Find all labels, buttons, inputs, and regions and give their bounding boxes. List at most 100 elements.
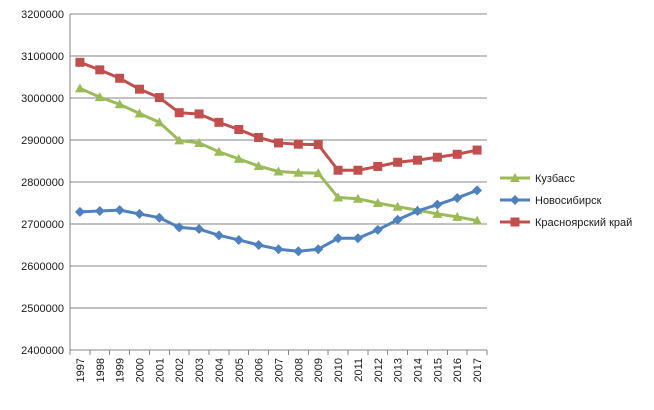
data-point (392, 201, 403, 211)
data-point (234, 125, 244, 134)
data-point (372, 198, 383, 207)
data-point (432, 199, 443, 210)
data-point (154, 93, 164, 103)
legend-item: Новосибирск (500, 195, 602, 207)
data-point (273, 166, 284, 176)
series-3 (75, 57, 482, 175)
y-tick-label: 3100000 (21, 51, 64, 63)
data-point (313, 244, 324, 255)
data-point (432, 152, 442, 162)
x-tick-label: 1998 (95, 358, 107, 382)
data-point (333, 192, 344, 202)
y-tick-label: 3200000 (21, 9, 64, 21)
data-point (254, 132, 264, 142)
y-tick-label: 2900000 (21, 135, 64, 147)
x-tick-label: 2004 (214, 358, 226, 382)
x-tick-label: 2010 (333, 358, 345, 382)
x-axis: 1997 1998 1999 2000 2001 2002 2003 2004 2005 2006… (69, 350, 488, 382)
data-point (372, 224, 383, 235)
y-tick-label: 2600000 (21, 261, 64, 273)
y-tick-label: 2800000 (21, 177, 64, 189)
x-tick-label: 2002 (174, 358, 186, 382)
data-point (293, 167, 304, 177)
x-tick-label: 2001 (154, 358, 166, 382)
data-point (353, 165, 363, 175)
data-point (194, 224, 205, 235)
data-point (134, 108, 145, 118)
legend-label: Красноярский край (535, 217, 632, 229)
data-point (75, 57, 85, 67)
data-point (273, 244, 284, 255)
data-point (313, 168, 324, 178)
data-point (393, 157, 403, 167)
data-point (333, 165, 343, 175)
data-point (392, 214, 403, 225)
y-axis: 2400000 2500000 2600000 2700000 2800000 29000… (21, 9, 71, 357)
data-point (94, 205, 105, 216)
x-tick-label: 2008 (293, 358, 305, 382)
data-point (472, 145, 482, 155)
data-point (135, 84, 144, 94)
data-point (233, 153, 244, 163)
y-tick-label: 3000000 (21, 93, 64, 105)
x-tick-label: 2009 (313, 358, 325, 382)
series-layer (74, 57, 483, 257)
data-point (94, 92, 105, 102)
data-point (413, 155, 422, 165)
x-tick-label: 2000 (135, 358, 147, 382)
legend-label: Кузбасс (535, 173, 575, 185)
legend-marker (510, 195, 520, 205)
data-point (472, 215, 483, 225)
x-tick-label: 2014 (413, 358, 425, 382)
data-point (233, 234, 244, 245)
data-point (194, 137, 205, 147)
data-point (114, 99, 125, 109)
data-point (333, 233, 344, 244)
data-point (293, 139, 303, 149)
y-tick-label: 2700000 (21, 219, 64, 231)
data-point (154, 117, 165, 127)
x-tick-label: 2005 (234, 358, 246, 382)
data-point (313, 140, 323, 150)
data-point (274, 138, 283, 148)
data-point (452, 211, 463, 221)
series-2 (74, 185, 483, 257)
data-point (253, 161, 264, 171)
data-point (432, 208, 443, 218)
x-tick-label: 2007 (274, 358, 286, 382)
data-point (174, 108, 184, 118)
x-tick-label: 2012 (373, 358, 385, 382)
x-tick-label: 1997 (75, 358, 87, 382)
x-tick-label: 2013 (393, 358, 405, 382)
data-point (352, 193, 363, 203)
legend-marker (510, 217, 520, 227)
data-point (74, 83, 85, 93)
y-tick-label: 2500000 (21, 303, 64, 315)
data-point (213, 230, 224, 241)
data-point (154, 212, 165, 223)
data-point (95, 65, 105, 75)
data-point (74, 206, 85, 217)
data-point (452, 149, 462, 159)
x-tick-label: 2015 (432, 358, 444, 382)
data-point (174, 135, 185, 145)
data-point (412, 205, 423, 216)
x-tick-label: 2006 (254, 358, 266, 382)
data-point (352, 233, 363, 244)
data-point (114, 205, 125, 216)
data-point (134, 208, 145, 219)
legend-marker (510, 173, 520, 182)
data-point (293, 246, 304, 257)
data-point (213, 146, 224, 156)
data-point (472, 185, 483, 196)
x-tick-label: 2017 (472, 358, 484, 382)
data-point (194, 109, 204, 119)
data-point (174, 222, 185, 233)
data-point (214, 117, 224, 127)
x-tick-label: 2016 (452, 358, 464, 382)
y-tick-label: 2400000 (21, 345, 64, 357)
data-point (452, 192, 463, 203)
